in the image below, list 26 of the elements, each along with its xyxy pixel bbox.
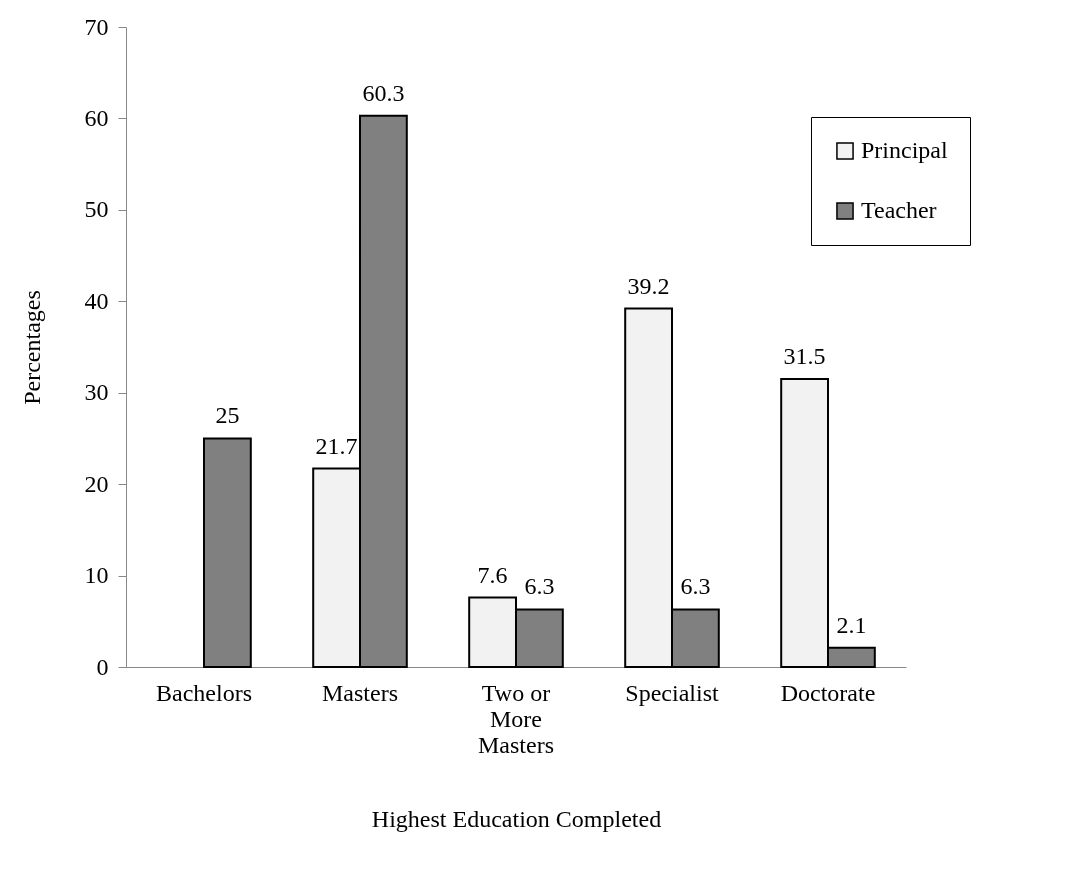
data-label: 31.5 — [783, 343, 826, 369]
y-tick-label: 10 — [84, 562, 109, 589]
legend-label: Principal — [861, 137, 948, 163]
x-tick-label: Masters — [322, 679, 398, 706]
data-label: 39.2 — [627, 272, 670, 299]
data-label: 21.7 — [315, 432, 358, 459]
data-label: 2.1 — [836, 611, 867, 638]
data-label: 7.6 — [477, 561, 508, 588]
y-axis-title: Percentages — [18, 290, 45, 405]
y-tick-label: 70 — [84, 13, 109, 40]
x-tick-label: Bachelors — [156, 679, 252, 706]
x-tick-label: Specialist — [625, 679, 719, 706]
data-label: 25 — [215, 402, 240, 429]
y-tick-label: 50 — [84, 196, 109, 223]
y-tick-label: 20 — [84, 470, 109, 497]
y-tick-label: 40 — [84, 287, 109, 314]
y-tick-label: 60 — [84, 104, 109, 131]
y-tick-label: 0 — [96, 653, 109, 680]
x-tick-label: Doctorate — [780, 679, 876, 706]
data-label: 6.3 — [680, 573, 711, 600]
data-label: 6.3 — [524, 573, 555, 600]
y-tick-label: 30 — [84, 379, 109, 406]
data-label: 60.3 — [362, 79, 405, 106]
legend-label: Teacher — [861, 197, 937, 223]
x-tick-label: Two or More Masters — [478, 679, 554, 758]
x-axis-title: Highest Education Completed — [371, 805, 662, 832]
